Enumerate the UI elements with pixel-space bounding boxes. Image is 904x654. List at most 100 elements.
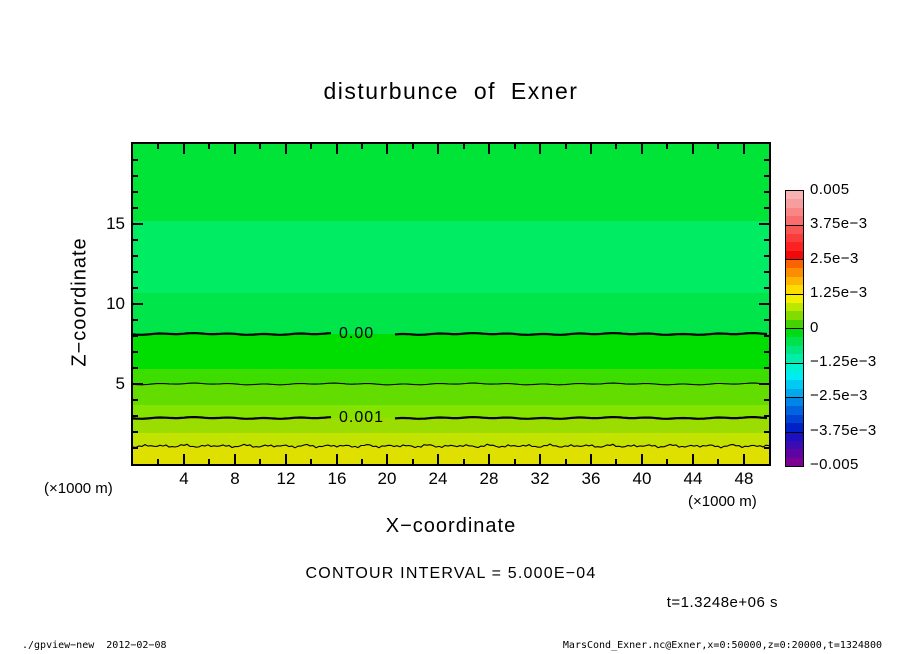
axis-tick: [759, 223, 769, 225]
colorbar-color-step: [786, 319, 803, 329]
colorbar-color-step: [786, 242, 803, 251]
axis-tick: [764, 191, 769, 193]
contour-line: [394, 415, 768, 420]
colorbar-color-step: [786, 432, 803, 441]
x-tick-label: 36: [581, 469, 601, 488]
axis-tick: [666, 459, 669, 464]
colorbar-color-step: [786, 449, 803, 458]
axis-tick: [133, 303, 143, 305]
axis-tick: [640, 454, 643, 464]
axis-tick: [488, 454, 491, 464]
axis-tick: [742, 144, 745, 154]
contour-label: 0.001: [339, 409, 385, 426]
fill-band: [133, 369, 769, 384]
axis-tick: [691, 454, 694, 464]
colorbar-color-step: [786, 406, 803, 415]
axis-tick: [589, 454, 592, 464]
axis-tick: [284, 144, 287, 154]
x-tick-label: 40: [632, 469, 652, 488]
axis-tick: [764, 271, 769, 273]
axis-tick: [233, 144, 236, 154]
axis-tick: [539, 454, 541, 464]
fill-band: [133, 405, 769, 418]
axis-tick: [764, 431, 769, 433]
axis-tick: [488, 144, 491, 154]
colorbar-color-step: [786, 354, 803, 364]
colorbar-color-step: [786, 268, 803, 277]
fill-band: [133, 384, 769, 405]
axis-tick: [133, 399, 138, 401]
axis-tick: [513, 459, 516, 464]
axis-tick: [764, 175, 769, 177]
colorbar-color-step: [786, 440, 803, 450]
axis-tick: [310, 459, 313, 464]
colorbar-color-step: [786, 191, 803, 200]
colorbar-color-step: [786, 302, 803, 312]
axis-tick: [133, 335, 138, 337]
fill-band: [133, 446, 769, 464]
x-tick-label: 12: [276, 469, 296, 488]
colorbar-color-step: [786, 423, 803, 433]
contour-line: [133, 332, 332, 336]
colorbar-color-step: [786, 337, 803, 346]
axis-tick: [284, 454, 287, 464]
colorbar-tick-label: −2.5e−3: [810, 387, 868, 404]
axis-tick: [133, 383, 143, 385]
axis-tick: [133, 431, 138, 433]
axis-tick: [157, 459, 160, 464]
axis-tick: [157, 144, 160, 149]
colorbar-color-step: [786, 414, 803, 424]
colorbar-color-step: [786, 294, 803, 303]
axis-tick: [335, 454, 338, 464]
fill-band: [133, 221, 769, 293]
axis-tick: [764, 367, 769, 369]
x-axis-unit-right: (×1000 m): [688, 493, 757, 510]
axis-tick: [564, 459, 567, 464]
fill-band: [133, 293, 769, 334]
axis-tick: [717, 459, 720, 464]
x-axis-unit-left: (×1000 m): [44, 480, 113, 497]
axis-tick: [133, 255, 138, 257]
colorbar-color-step: [786, 398, 803, 407]
colorbar-tick-label: 3.75e−3: [810, 215, 868, 232]
contour-line: [133, 382, 769, 386]
axis-tick: [335, 144, 338, 154]
axis-tick: [539, 144, 541, 154]
colorbar-color-step: [786, 285, 803, 295]
axis-tick: [133, 159, 138, 161]
contour-lines-layer: [133, 331, 769, 449]
axis-tick: [133, 239, 138, 241]
axis-tick: [640, 144, 643, 154]
colorbar-color-step: [786, 457, 803, 466]
axis-tick: [764, 287, 769, 289]
colorbar-color-step: [786, 388, 803, 398]
fill-band: [133, 144, 769, 221]
colorbar-tick-label: −3.75e−3: [810, 422, 877, 439]
colorbar-color-step: [786, 225, 803, 234]
colorbar-color-step: [786, 276, 803, 286]
colorbar-tick-label: 0.005: [810, 181, 850, 198]
contour-line: [394, 331, 768, 336]
z-tick-label: 5: [115, 374, 125, 393]
axis-tick: [764, 415, 769, 417]
axis-tick: [764, 239, 769, 241]
colorbar-color-step: [786, 329, 803, 338]
colorbar-tick-label: 1.25e−3: [810, 284, 868, 301]
axis-tick: [764, 255, 769, 257]
axis-tick: [133, 223, 143, 225]
x-axis-label: X−coordinate: [385, 515, 517, 537]
colorbar-tick-label: 2.5e−3: [810, 250, 859, 267]
colorbar: [785, 190, 804, 467]
colorbar-color-step: [786, 260, 803, 269]
axis-tick: [691, 144, 694, 154]
colorbar-color-step: [786, 371, 803, 381]
colorbar-tick-label: 0: [810, 319, 819, 336]
colorbar-color-step: [786, 216, 803, 226]
axis-tick: [437, 454, 440, 464]
footer-command: ./gpview−new 2012−02−08: [22, 640, 167, 651]
axis-tick: [764, 159, 769, 161]
axis-tick: [133, 415, 138, 417]
axis-tick: [208, 144, 211, 149]
axis-tick: [310, 144, 313, 149]
